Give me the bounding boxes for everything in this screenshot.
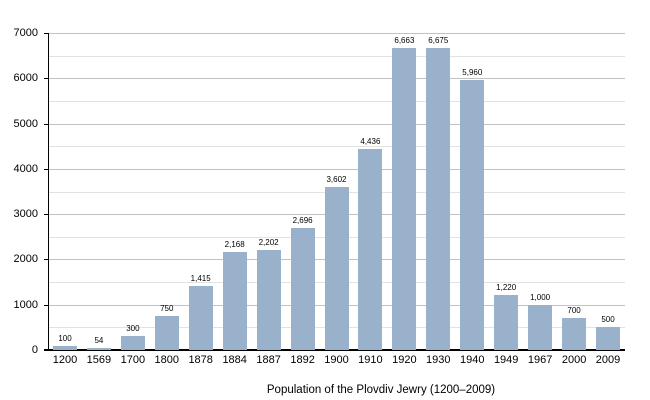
bar-value-label: 2,696 xyxy=(292,215,313,225)
bar xyxy=(256,250,281,350)
bar-value-label: 54 xyxy=(94,335,104,345)
bar xyxy=(596,327,620,350)
x-tick-label: 1940 xyxy=(460,354,485,366)
y-tick-label: 5000 xyxy=(13,117,38,130)
bar xyxy=(154,316,179,350)
bar-value-label: 700 xyxy=(567,306,581,316)
gridline-minor xyxy=(48,100,625,102)
y-tick-label: 7000 xyxy=(13,27,38,39)
bar xyxy=(53,345,77,350)
chart-title: Population of the Plovdiv Jewry (1200–20… xyxy=(266,384,496,396)
gridline-major xyxy=(48,168,625,170)
x-tick-label: 1967 xyxy=(527,354,553,366)
x-tick-label: 2009 xyxy=(595,354,621,366)
x-tick-label: 1800 xyxy=(154,354,180,366)
y-tick-label: 3000 xyxy=(13,208,38,221)
x-tick-label: 1200 xyxy=(52,354,78,366)
bar xyxy=(392,48,417,350)
bar-value-label: 2,202 xyxy=(258,238,279,248)
y-tick-label: 1000 xyxy=(13,298,38,311)
bar-value-label: 1,415 xyxy=(190,273,211,283)
x-tick-label: 2000 xyxy=(561,354,587,366)
y-axis-tick xyxy=(44,33,48,34)
y-axis-tick xyxy=(44,168,48,170)
y-axis-tick xyxy=(44,123,48,125)
x-tick-label: 1930 xyxy=(426,354,451,366)
y-axis-tick xyxy=(44,214,48,216)
gridline-major xyxy=(48,78,625,80)
bar-value-label: 100 xyxy=(58,333,72,343)
bar-value-label: 2,168 xyxy=(224,239,245,249)
x-tick-label: 1878 xyxy=(188,354,213,366)
bar xyxy=(460,80,485,350)
x-axis-line xyxy=(44,349,625,351)
bar-value-label: 300 xyxy=(126,324,140,334)
bar-value-label: 3,602 xyxy=(326,174,347,184)
y-tick-label: 2000 xyxy=(13,253,38,266)
gridline-minor xyxy=(48,146,625,148)
bar-value-label: 6,675 xyxy=(428,35,449,45)
bar xyxy=(426,47,451,350)
bar-value-label: 6,663 xyxy=(394,36,415,46)
bar xyxy=(528,304,553,350)
gridline-minor xyxy=(48,55,625,57)
gridline-major xyxy=(48,33,625,34)
bar-value-label: 1,220 xyxy=(496,282,517,292)
y-tick-label: 0 xyxy=(31,344,38,356)
bar-value-label: 5,960 xyxy=(462,68,483,78)
x-tick-label: 1569 xyxy=(86,354,112,366)
bar xyxy=(324,186,349,350)
bar-value-label: 500 xyxy=(601,315,615,325)
gridline-major xyxy=(48,123,625,125)
x-tick-label: 1910 xyxy=(358,354,383,366)
bar xyxy=(120,336,145,350)
x-tick-label: 1700 xyxy=(120,354,146,366)
bar xyxy=(222,251,247,350)
bar xyxy=(290,227,315,350)
x-tick-label: 1887 xyxy=(256,354,281,366)
y-axis-tick xyxy=(44,78,48,80)
bar xyxy=(188,285,213,350)
x-tick-label: 1900 xyxy=(324,354,349,366)
y-axis-line xyxy=(48,33,49,351)
x-tick-label: 1920 xyxy=(392,354,417,366)
bar xyxy=(86,347,111,350)
bar-value-label: 750 xyxy=(160,304,174,313)
bar-value-label: 4,436 xyxy=(360,137,381,147)
bar xyxy=(358,149,383,350)
bar-value-label: 1,000 xyxy=(530,292,551,302)
y-tick-label: 6000 xyxy=(13,72,38,85)
y-axis-tick xyxy=(44,259,48,261)
bar xyxy=(494,294,519,350)
x-tick-label: 1949 xyxy=(493,354,519,366)
y-tick-label: 4000 xyxy=(13,162,38,175)
x-tick-label: 1892 xyxy=(290,354,315,366)
y-axis-tick xyxy=(44,304,48,306)
x-tick-label: 1884 xyxy=(222,354,247,366)
bar xyxy=(562,318,587,350)
